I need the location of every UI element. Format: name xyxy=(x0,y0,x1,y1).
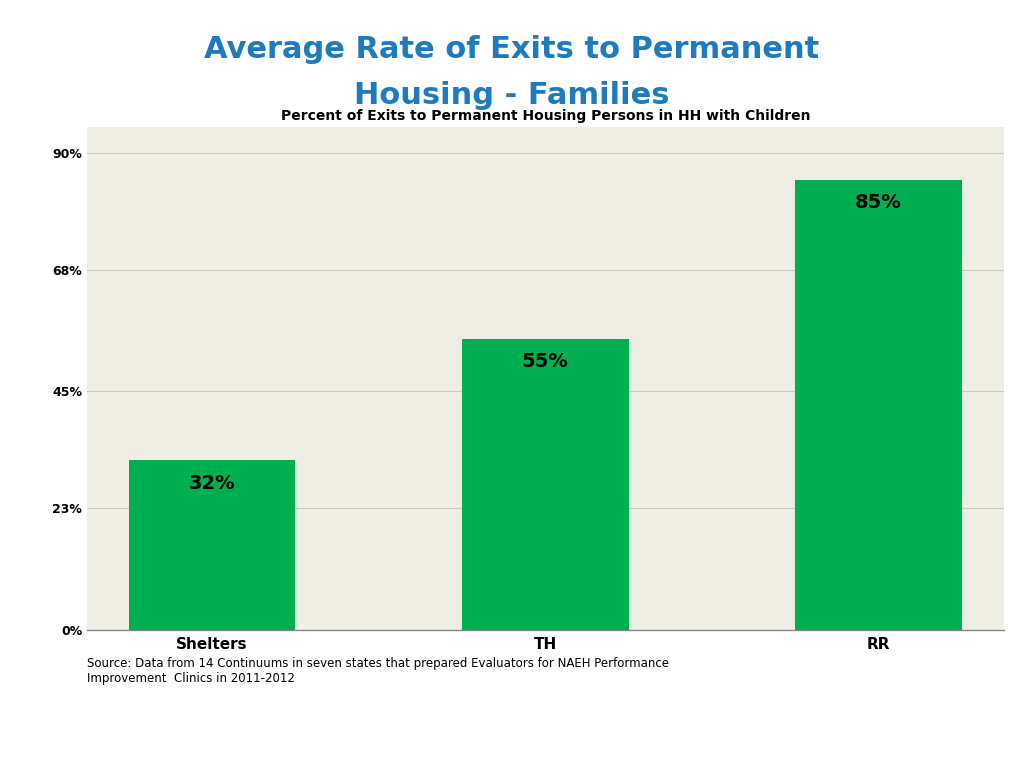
Text: Average Rate of Exits to Permanent: Average Rate of Exits to Permanent xyxy=(205,35,819,65)
Text: Housing - Families: Housing - Families xyxy=(354,81,670,111)
Text: Source: Data from 14 Continuums in seven states that prepared Evaluators for NAE: Source: Data from 14 Continuums in seven… xyxy=(87,657,669,684)
Text: 32%: 32% xyxy=(188,474,236,492)
Title: Percent of Exits to Permanent Housing Persons in HH with Children: Percent of Exits to Permanent Housing Pe… xyxy=(281,109,810,123)
Text: 55%: 55% xyxy=(522,352,568,371)
Bar xyxy=(462,339,629,630)
Bar xyxy=(796,180,962,630)
Bar xyxy=(129,460,295,630)
Text: 85%: 85% xyxy=(855,193,902,212)
